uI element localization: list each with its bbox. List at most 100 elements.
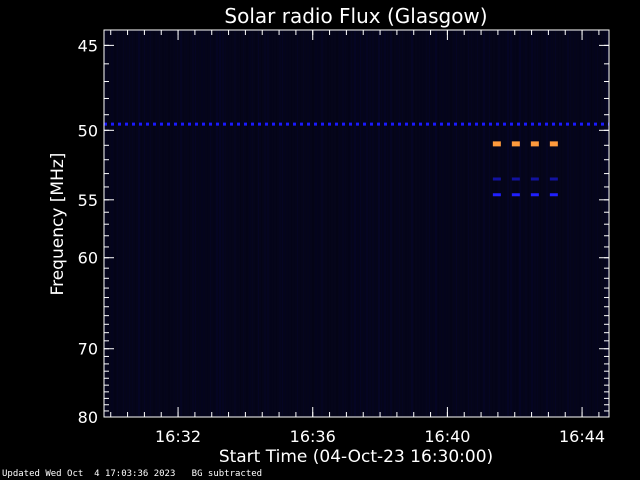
- noise-stripe: [345, 31, 346, 416]
- noise-stripe: [573, 31, 574, 416]
- noise-stripe: [408, 31, 409, 416]
- noise-stripe: [336, 31, 338, 416]
- noise-stripe: [330, 31, 331, 416]
- noise-stripe: [231, 31, 232, 416]
- y-axis: 45 50 55 60 70 80: [78, 36, 609, 427]
- noise-stripe: [363, 31, 365, 416]
- noise-stripe: [462, 31, 463, 416]
- noise-stripe: [126, 31, 127, 416]
- y-tick-label: 80: [78, 408, 98, 427]
- noise-stripe: [600, 31, 601, 416]
- noise-stripe: [372, 31, 374, 416]
- noise-stripe: [432, 31, 433, 416]
- noise-stripe: [378, 31, 380, 416]
- noise-stripe: [177, 31, 178, 416]
- noise-stripe: [543, 31, 545, 416]
- noise-stripe: [108, 31, 109, 416]
- x-axis: 16:32 16:36 16:40 16:44: [110, 30, 605, 446]
- noise-stripe: [348, 31, 350, 416]
- noise-stripe: [324, 31, 325, 416]
- noise-stripe: [393, 31, 394, 416]
- noise-stripe: [315, 31, 317, 416]
- noise-stripe: [144, 31, 145, 416]
- spectral-features: [104, 122, 609, 197]
- noise-stripe: [369, 31, 371, 416]
- noise-stripe: [498, 31, 500, 416]
- noise-stripe: [525, 31, 527, 416]
- noise-stripe: [117, 31, 118, 416]
- noise-stripe: [603, 31, 605, 416]
- noise-stripe: [180, 31, 182, 416]
- footer: Updated Wed Oct 4 17:03:36 2023 BG subtr…: [2, 469, 262, 479]
- noise-stripe: [417, 31, 419, 416]
- noise-stripe: [381, 31, 382, 416]
- noise-stripe: [396, 31, 398, 416]
- noise-stripe: [282, 31, 283, 416]
- noise-stripe: [537, 31, 538, 416]
- noise-stripe: [429, 31, 430, 416]
- noise-stripe: [321, 31, 323, 416]
- noise-stripe: [168, 31, 170, 416]
- noise-stripe: [225, 31, 226, 416]
- noise-stripe: [474, 31, 475, 416]
- noise-stripe: [303, 31, 304, 416]
- noise-stripe: [450, 31, 452, 416]
- noise-stripe: [459, 31, 460, 416]
- y-tick-label: 50: [78, 121, 98, 140]
- noise-stripe: [540, 31, 541, 416]
- noise-stripe: [546, 31, 548, 416]
- noise-stripe: [399, 31, 400, 416]
- noise-stripe: [567, 31, 569, 416]
- noise-stripe: [213, 31, 215, 416]
- noise-stripe: [495, 31, 497, 416]
- noise-stripe: [405, 31, 407, 416]
- noise-stripe: [111, 31, 113, 416]
- noise-stripe: [150, 31, 151, 416]
- x-axis-label: Start Time (04-Oct-23 16:30:00): [219, 447, 493, 467]
- noise-stripe: [165, 31, 166, 416]
- noise-stripe: [240, 31, 241, 416]
- noise-stripe: [252, 31, 253, 416]
- noise-stripe: [159, 31, 160, 416]
- noise-stripe: [243, 31, 244, 416]
- noise-stripe: [234, 31, 236, 416]
- noise-stripe: [582, 31, 583, 416]
- noise-stripe: [183, 31, 184, 416]
- noise-stripe: [288, 31, 289, 416]
- noise-stripe: [192, 31, 194, 416]
- noise-stripe: [276, 31, 277, 416]
- noise-stripe: [501, 31, 502, 416]
- noise-stripe: [195, 31, 196, 416]
- noise-stripe: [219, 31, 221, 416]
- noise-stripe: [339, 31, 340, 416]
- noise-stripe: [438, 31, 439, 416]
- noise-stripe: [342, 31, 344, 416]
- noise-stripe: [354, 31, 356, 416]
- x-tick-label: 16:44: [559, 427, 605, 446]
- noise-stripe: [186, 31, 187, 416]
- y-axis-label: Frequency [MHz]: [48, 153, 68, 296]
- noise-stripe: [420, 31, 422, 416]
- noise-stripe: [384, 31, 386, 416]
- noise-stripe: [351, 31, 352, 416]
- noise-stripe: [198, 31, 199, 416]
- noise-stripe: [597, 31, 598, 416]
- noise-stripe: [447, 31, 448, 416]
- noise-stripe: [516, 31, 518, 416]
- noise-stripe: [210, 31, 211, 416]
- noise-stripe: [471, 31, 472, 416]
- background-note: BG subtracted: [191, 469, 263, 479]
- noise-stripe: [423, 31, 425, 416]
- noise-stripe: [435, 31, 437, 416]
- noise-stripe: [468, 31, 469, 416]
- background-noise-stripes: [105, 31, 608, 416]
- plot-frame: [103, 29, 610, 418]
- noise-stripe: [267, 31, 269, 416]
- noise-stripe: [207, 31, 208, 416]
- noise-stripe: [513, 31, 515, 416]
- noise-stripe: [135, 31, 136, 416]
- noise-stripe: [576, 31, 577, 416]
- noise-stripe: [114, 31, 116, 416]
- noise-stripe: [552, 31, 553, 416]
